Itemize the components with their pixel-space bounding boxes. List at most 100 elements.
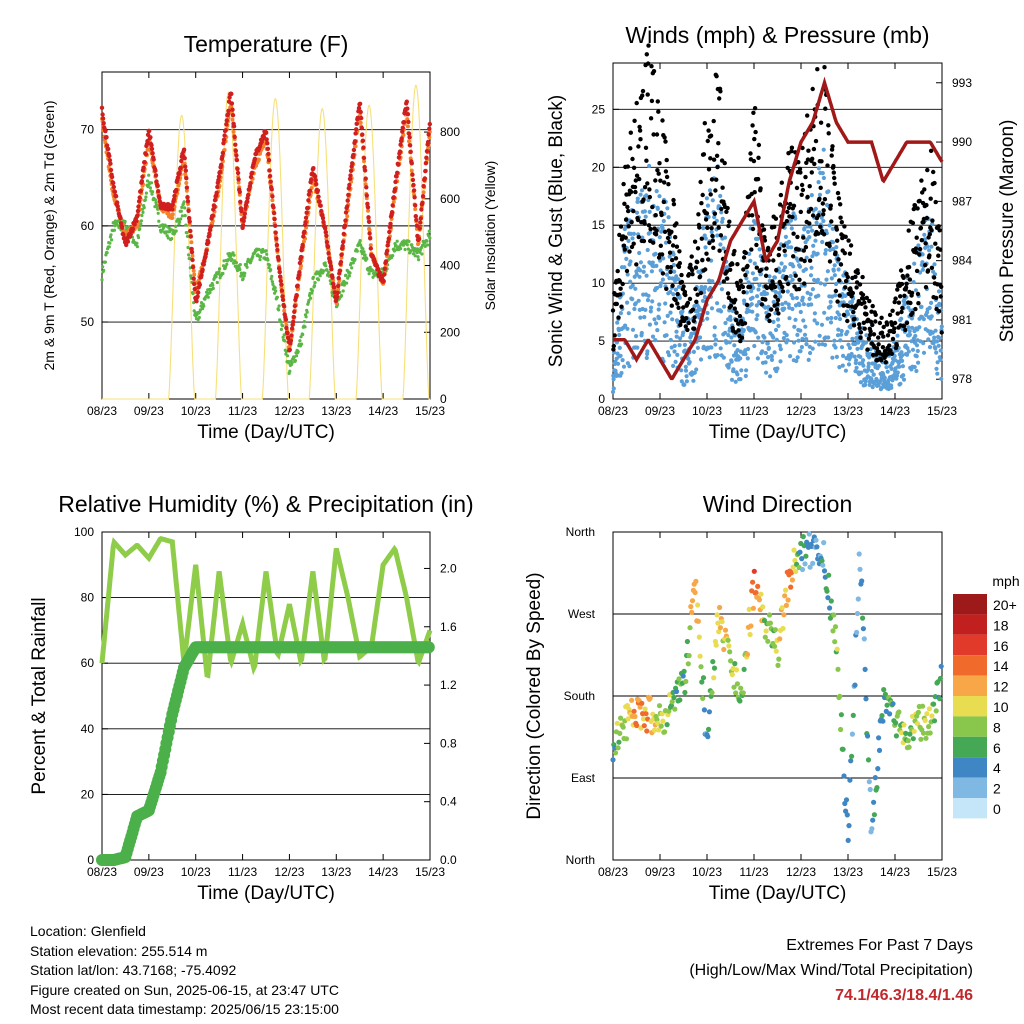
wind-point: [921, 317, 926, 322]
gust-point: [718, 233, 724, 238]
temp2m-point: [241, 218, 246, 224]
gust-point: [737, 313, 743, 319]
dewpoint-point: [217, 267, 222, 271]
wind-point: [654, 321, 659, 326]
gust-point: [883, 360, 888, 365]
temperature-ylabel: 2m & 9m T (Red, Orange) & 2m Td (Green): [41, 101, 57, 371]
gust-point: [797, 166, 803, 172]
temp2m-point: [401, 120, 407, 125]
wind-point: [625, 326, 630, 331]
humidity-ytick-label: 80: [81, 591, 95, 605]
dewpoint-point: [266, 258, 270, 262]
temp9m-point: [407, 139, 411, 144]
direction-point: [799, 566, 806, 573]
direction-point: [615, 745, 621, 751]
dewpoint-point: [251, 255, 255, 259]
temp2m-point: [422, 176, 427, 181]
gust-point: [864, 295, 869, 301]
wind-point: [816, 293, 821, 298]
dewpoint-point: [174, 229, 178, 233]
temp9m-point: [367, 228, 372, 233]
wind-point: [671, 363, 676, 368]
wind-point: [638, 260, 644, 265]
gust-point: [714, 153, 720, 158]
gust-point: [857, 322, 862, 327]
wind-point: [648, 309, 653, 314]
temp2m-point: [351, 152, 356, 158]
speed-legend-label: 14: [993, 658, 1009, 674]
gust-point: [799, 257, 804, 262]
wind-point: [791, 340, 797, 345]
temp2m-point: [140, 174, 145, 179]
temp9m-point: [170, 215, 175, 220]
wind-point: [678, 336, 683, 341]
temp2m-point: [265, 146, 271, 151]
gust-point: [673, 297, 678, 303]
dewpoint-point: [211, 286, 215, 290]
gust-point: [619, 304, 624, 309]
temperature-ytick-label: 70: [81, 123, 95, 137]
humidity-xtick-label: 12/23: [274, 865, 304, 879]
direction-point: [732, 661, 738, 667]
wind-point: [637, 274, 642, 279]
wind-point: [913, 333, 918, 339]
gust-point: [867, 298, 872, 304]
direction-point: [789, 577, 796, 583]
direction-point: [896, 709, 902, 715]
temp2m-point: [355, 115, 360, 121]
wind-point: [684, 374, 689, 379]
gust-point: [631, 241, 636, 246]
dewpoint-point: [299, 335, 303, 339]
wind-point: [936, 289, 942, 294]
gust-point: [915, 206, 920, 211]
gust-point: [851, 309, 856, 315]
speed-legend-label: 18: [993, 617, 1009, 633]
direction-point: [734, 681, 741, 687]
temp2m-point: [284, 325, 289, 331]
wind-point: [823, 248, 829, 253]
gust-point: [744, 302, 750, 308]
gust-point: [756, 142, 762, 148]
dewpoint-point: [426, 243, 430, 247]
gust-point: [812, 161, 817, 167]
wind-point: [701, 226, 706, 231]
gust-point: [857, 325, 862, 331]
temp2m-point: [383, 259, 389, 264]
wind-point: [822, 310, 827, 315]
wind-point: [644, 355, 649, 361]
temp2m-point: [148, 135, 153, 140]
gust-point: [724, 209, 729, 214]
gust-point: [774, 307, 780, 312]
direction-point: [616, 739, 622, 745]
temp2m-point: [177, 170, 182, 175]
direction-point: [847, 777, 853, 783]
direction-point: [780, 625, 786, 632]
dewpoint-point: [217, 270, 221, 274]
temp2m-point: [285, 335, 291, 340]
dewpoint-point: [208, 290, 212, 295]
direction-xtick-label: 12/23: [786, 865, 816, 879]
gust-point: [869, 309, 874, 314]
direction-point: [722, 627, 729, 633]
humidity-ytick-right-label: 1.2: [440, 678, 457, 692]
direction-point: [684, 638, 691, 645]
direction-point: [834, 646, 840, 652]
gust-point: [752, 136, 757, 142]
dewpoint-point: [107, 245, 111, 249]
gust-point: [642, 221, 647, 226]
wind-point: [729, 377, 735, 382]
gust-point: [679, 272, 684, 278]
direction-point: [765, 638, 771, 644]
wind-point: [820, 239, 825, 245]
wind-point: [647, 209, 652, 214]
wind-point: [652, 317, 657, 322]
dewpoint-point: [234, 261, 238, 265]
temp2m-point: [417, 226, 422, 231]
dewpoint-point: [295, 354, 299, 358]
temp2m-point: [104, 143, 110, 148]
dewpoint-point: [140, 213, 144, 218]
dewpoint-point: [348, 271, 352, 275]
wind-point: [812, 318, 817, 323]
gust-point: [654, 228, 659, 233]
direction-point: [848, 758, 854, 764]
